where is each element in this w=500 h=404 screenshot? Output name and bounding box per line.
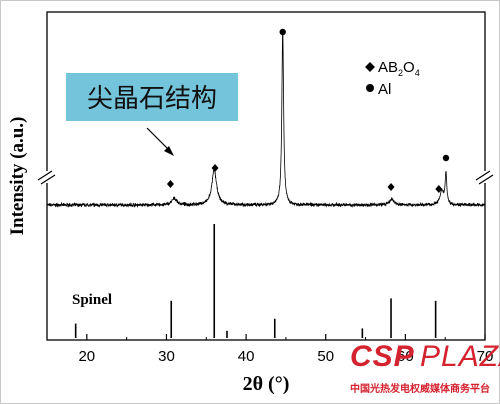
x-tick-label: 40 [238,348,255,365]
ab2o4-peak-marker [435,185,443,193]
x-tick-label: 30 [158,348,175,365]
y-axis-label: Intensity (a.u.) [7,117,28,236]
ab2o4-peak-marker [211,164,219,172]
annotation-text: 尖晶石结构 [87,83,217,113]
legend-al-label: Al [378,81,391,98]
legend-circle-marker [366,84,374,92]
legend-ab2o4-label: AB2O4 [378,59,420,78]
watermark-brand-left: CSP [350,340,415,373]
x-tick-label: 20 [78,348,95,365]
peak-markers [166,28,450,193]
x-tick-label: 70 [477,348,494,365]
axis-break-left [37,170,56,185]
ab2o4-peak-marker [166,180,174,188]
watermark-logo: CSP PLAZA 中国光热发电权威媒体商务平台 [350,340,500,400]
al-peak-marker [279,28,286,36]
x-axis-ticks: 20 30 40 50 60 70 [46,334,494,365]
plot-frame [46,11,486,341]
spinel-annotation: 尖晶石结构 [66,73,238,156]
watermark-brand-right: PLAZA [420,340,500,373]
annotation-arrow-head [164,146,174,156]
reference-sticks [74,224,437,338]
reference-label: Spinel [72,292,112,308]
xrd-pattern-line [46,29,486,209]
x-tick-label: 50 [317,348,334,365]
watermark-subtitle: 中国光热发电权威媒体商务平台 [350,384,490,395]
legend-diamond-marker [365,62,375,72]
legend: AB2O4 Al [365,59,420,98]
x-axis-label: 2θ (°) [243,373,290,395]
axis-break-right [475,170,494,185]
al-peak-marker [442,154,450,162]
annotation-box [66,73,238,121]
annotation-arrow-line [146,127,170,151]
ab2o4-peak-marker [387,183,395,191]
x-tick-label: 60 [397,348,414,365]
